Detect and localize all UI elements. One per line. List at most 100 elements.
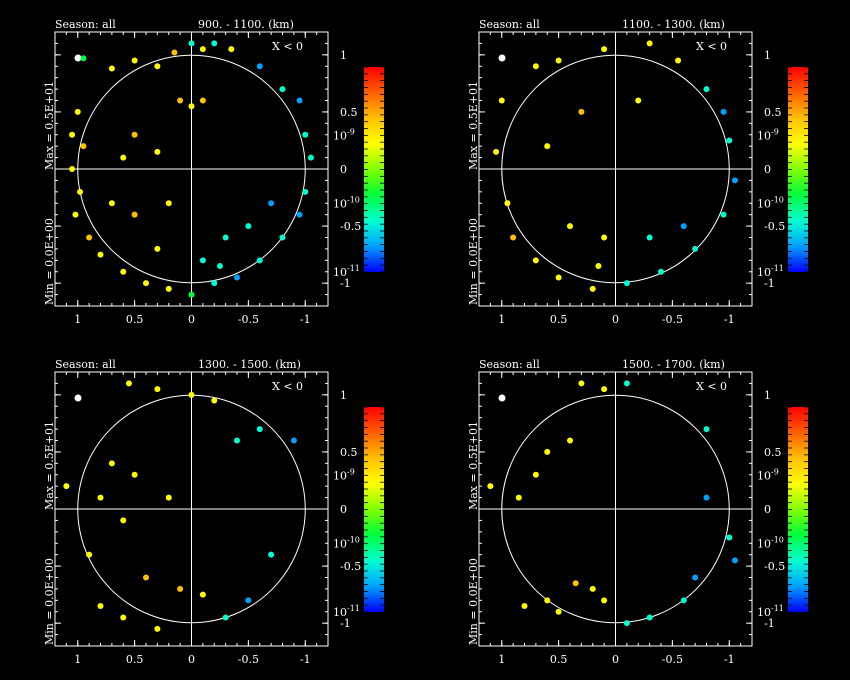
min-label: Min = 0.0E+00 xyxy=(43,558,56,645)
y-tick-label: 1 xyxy=(764,49,771,62)
colorbar-label: 10-9 xyxy=(333,127,355,142)
data-point xyxy=(567,437,573,444)
x-tick-label: 0 xyxy=(188,313,195,326)
data-point xyxy=(97,251,104,258)
colorbar-label: 10-11 xyxy=(757,604,784,619)
data-point xyxy=(131,211,138,218)
y-tick-label: 0.5 xyxy=(340,446,358,459)
data-point xyxy=(120,517,127,524)
data-point xyxy=(307,154,314,161)
data-point xyxy=(504,200,511,207)
condition-label: X < 0 xyxy=(696,40,727,53)
x-tick-label: -0.5 xyxy=(238,653,259,666)
data-point xyxy=(296,97,303,104)
data-point xyxy=(692,245,699,252)
data-point xyxy=(692,574,699,581)
y-tick-label: 0 xyxy=(764,163,771,176)
season-label: Season: all xyxy=(479,358,540,371)
data-point xyxy=(703,494,710,501)
data-point xyxy=(143,280,149,287)
x-tick-label: -0.5 xyxy=(238,313,259,326)
data-point xyxy=(77,188,84,195)
data-point xyxy=(72,211,79,218)
y-tick-label: 0 xyxy=(340,163,347,176)
data-point xyxy=(120,154,127,161)
data-point xyxy=(623,380,630,387)
max-label: Max = 0.5E+01 xyxy=(467,421,480,510)
data-point xyxy=(589,285,596,292)
data-point xyxy=(498,97,505,104)
colorbar-label: 10-11 xyxy=(757,264,784,279)
data-point xyxy=(256,426,263,433)
data-point xyxy=(567,223,573,230)
data-point xyxy=(188,103,195,110)
data-point xyxy=(675,57,682,64)
x-tick-label: 0.5 xyxy=(126,653,144,666)
max-label: Max = 0.5E+01 xyxy=(467,81,480,170)
data-point xyxy=(555,274,562,281)
data-point xyxy=(74,108,81,115)
data-point xyxy=(211,397,218,404)
y-tick-label: -1 xyxy=(340,277,351,290)
data-point xyxy=(108,200,115,207)
data-point xyxy=(623,280,630,287)
altitude-range-label: 1500. - 1700. (km) xyxy=(622,358,725,371)
data-point xyxy=(154,148,161,155)
colorbar xyxy=(788,407,808,612)
x-tick-label: 0 xyxy=(188,653,195,666)
y-tick-label: -0.5 xyxy=(340,220,361,233)
data-point xyxy=(515,494,522,501)
reference-dot xyxy=(74,54,82,62)
data-point xyxy=(199,257,206,264)
data-point xyxy=(234,437,240,444)
data-point xyxy=(544,597,551,604)
data-point xyxy=(646,614,653,621)
data-point xyxy=(589,585,596,592)
data-point xyxy=(228,46,235,53)
y-tick-label: -0.5 xyxy=(764,220,785,233)
data-point xyxy=(532,257,539,264)
data-point xyxy=(493,148,500,155)
panel-1: Season: all 900. - 1100. (km) X < 0 1 0.5 0 -0… xyxy=(43,18,384,326)
data-point xyxy=(80,143,87,150)
data-point xyxy=(120,614,127,621)
colorbar-label: 10-10 xyxy=(757,196,784,211)
altitude-range-label: 1300. - 1500. (km) xyxy=(198,358,301,371)
data-point xyxy=(69,131,76,138)
colorbar xyxy=(788,67,808,272)
data-point xyxy=(177,97,184,104)
data-point xyxy=(86,234,93,241)
data-point xyxy=(703,86,710,93)
y-tick-label: -1 xyxy=(764,617,775,630)
data-point xyxy=(279,86,286,93)
data-point xyxy=(177,585,184,592)
y-tick-label: -0.5 xyxy=(340,560,361,573)
x-tick-label: -1 xyxy=(724,313,735,326)
data-point xyxy=(703,426,710,433)
data-point xyxy=(731,177,738,184)
season-label: Season: all xyxy=(55,18,116,31)
data-point xyxy=(125,380,132,387)
data-point xyxy=(154,63,161,70)
data-point xyxy=(578,380,585,387)
y-tick-label: 1 xyxy=(764,389,771,402)
data-point xyxy=(216,263,223,270)
colorbar-label: 10-11 xyxy=(333,604,360,619)
colorbar-label: 10-10 xyxy=(757,536,784,551)
data-point xyxy=(245,223,252,230)
y-tick-label: -0.5 xyxy=(764,560,785,573)
y-tick-label: 0 xyxy=(340,503,347,516)
data-point xyxy=(199,97,206,104)
data-point xyxy=(635,97,642,104)
altitude-range-label: 900. - 1100. (km) xyxy=(198,18,294,31)
condition-label: X < 0 xyxy=(272,40,303,53)
data-point xyxy=(555,608,562,615)
data-point xyxy=(544,448,551,455)
x-tick-label: -1 xyxy=(724,653,735,666)
data-point xyxy=(601,597,608,604)
data-point xyxy=(658,268,664,275)
data-point xyxy=(97,603,104,610)
min-label: Min = 0.0E+00 xyxy=(43,218,56,305)
data-point xyxy=(199,46,206,53)
